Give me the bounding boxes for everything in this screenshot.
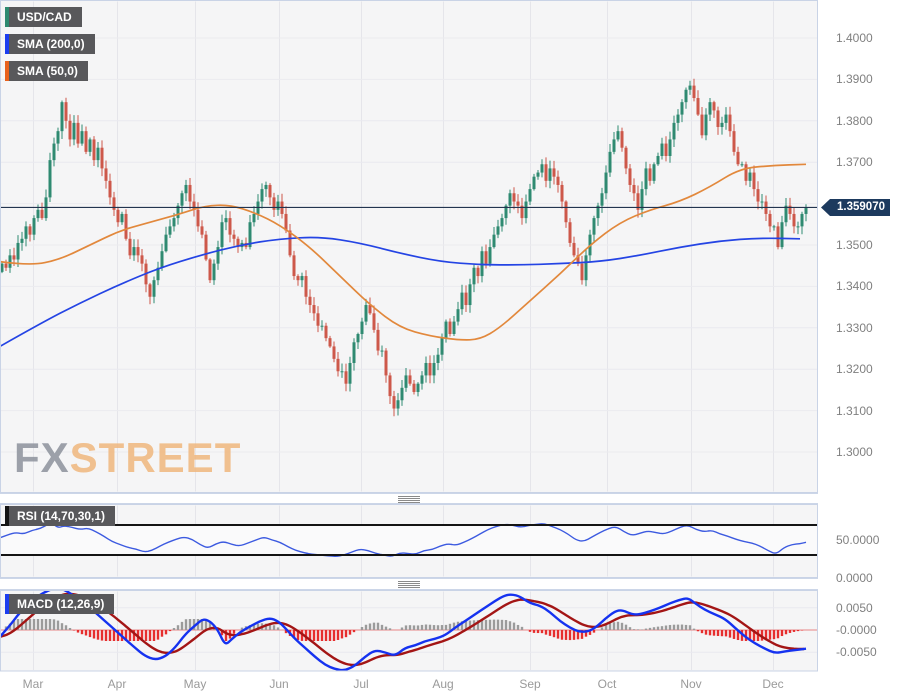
watermark-street: STREET: [69, 434, 242, 481]
fxstreet-watermark: FXSTREET: [14, 437, 241, 479]
current-price-badge: 1.359070: [821, 198, 890, 216]
price-axis-label: 1.4000: [836, 31, 873, 45]
price-axis-label: 1.3800: [836, 113, 873, 128]
sma200-badge[interactable]: SMA (200,0): [5, 34, 95, 54]
rsi-label: RSI (14,70,30,1): [17, 509, 106, 523]
macd-axis-label: 0.0050: [836, 600, 873, 615]
sma50-accent-bar: [5, 61, 9, 81]
month-label: Aug: [432, 677, 454, 691]
price-axis-label: 1.3100: [836, 403, 873, 418]
month-label: Oct: [597, 677, 617, 691]
panel-resize-handle[interactable]: [398, 581, 420, 588]
symbol-badge[interactable]: USD/CAD: [5, 7, 82, 27]
price-axis-label: 1.3000: [836, 445, 873, 459]
month-label: Nov: [680, 677, 702, 691]
panel-divider-1: [0, 493, 818, 504]
month-label: Jul: [353, 677, 369, 691]
macd-accent-bar: [5, 594, 9, 614]
price-axis-label: 1.3400: [836, 279, 873, 294]
price-axis-label: 1.3300: [836, 320, 873, 335]
symbol-label: USD/CAD: [17, 10, 72, 24]
sma200-accent-bar: [5, 34, 9, 54]
symbol-accent-bar: [5, 7, 9, 27]
month-label: Mar: [22, 677, 44, 691]
rsi-accent-bar: [5, 506, 9, 526]
price-axis-label: 1.3900: [836, 72, 873, 87]
month-label: Jun: [269, 677, 289, 691]
month-label: Dec: [762, 677, 784, 691]
rsi-axis-label: 50.0000: [836, 533, 880, 547]
sma200-label: SMA (200,0): [17, 37, 85, 51]
rsi-badge[interactable]: RSI (14,70,30,1): [5, 506, 116, 526]
rsi-axis-label: 0.0000: [836, 570, 873, 585]
macd-badge[interactable]: MACD (12,26,9): [5, 594, 115, 614]
month-label: Sep: [519, 677, 541, 691]
sma50-label: SMA (50,0): [17, 64, 78, 78]
month-label: May: [183, 677, 207, 691]
month-label: Apr: [107, 677, 127, 691]
macd-axis-label: -0.0050: [836, 645, 877, 660]
macd-label: MACD (12,26,9): [17, 597, 105, 611]
price-axis-label: 1.3200: [836, 362, 873, 377]
panel-divider-2: [0, 578, 818, 590]
price-axis-label: 1.3700: [836, 155, 873, 170]
sma50-badge[interactable]: SMA (50,0): [5, 61, 88, 81]
price-axis-label: 1.3500: [836, 238, 873, 252]
macd-axis-label: -0.0000: [836, 623, 877, 637]
watermark-fx: FX: [14, 434, 70, 481]
panel-resize-handle[interactable]: [398, 496, 420, 503]
